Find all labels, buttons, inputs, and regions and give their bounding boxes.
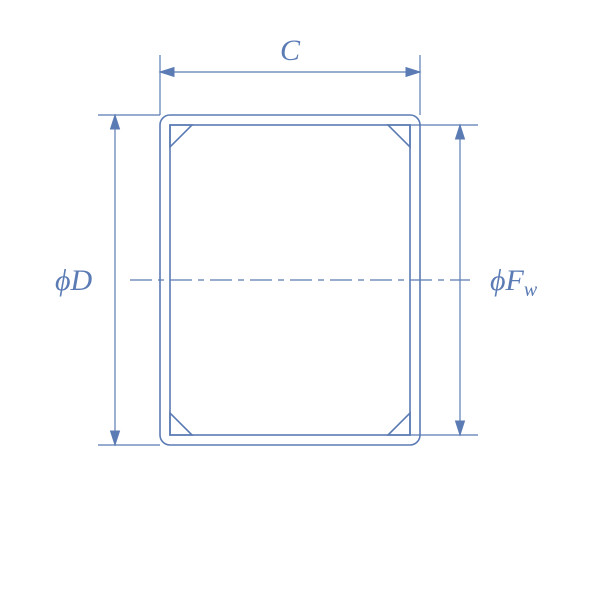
dim-d-label: ϕD [55, 264, 93, 297]
arrowhead [111, 431, 120, 445]
dim-c-label: C [280, 34, 301, 67]
bearing-cross-section-diagram: CϕD ϕFw [0, 0, 600, 600]
arrowhead [406, 68, 420, 77]
arrowhead [111, 115, 120, 129]
arrowhead [456, 421, 465, 435]
arrowhead [160, 68, 174, 77]
dim-fw-label: ϕFw [490, 264, 538, 301]
arrowhead [456, 125, 465, 139]
